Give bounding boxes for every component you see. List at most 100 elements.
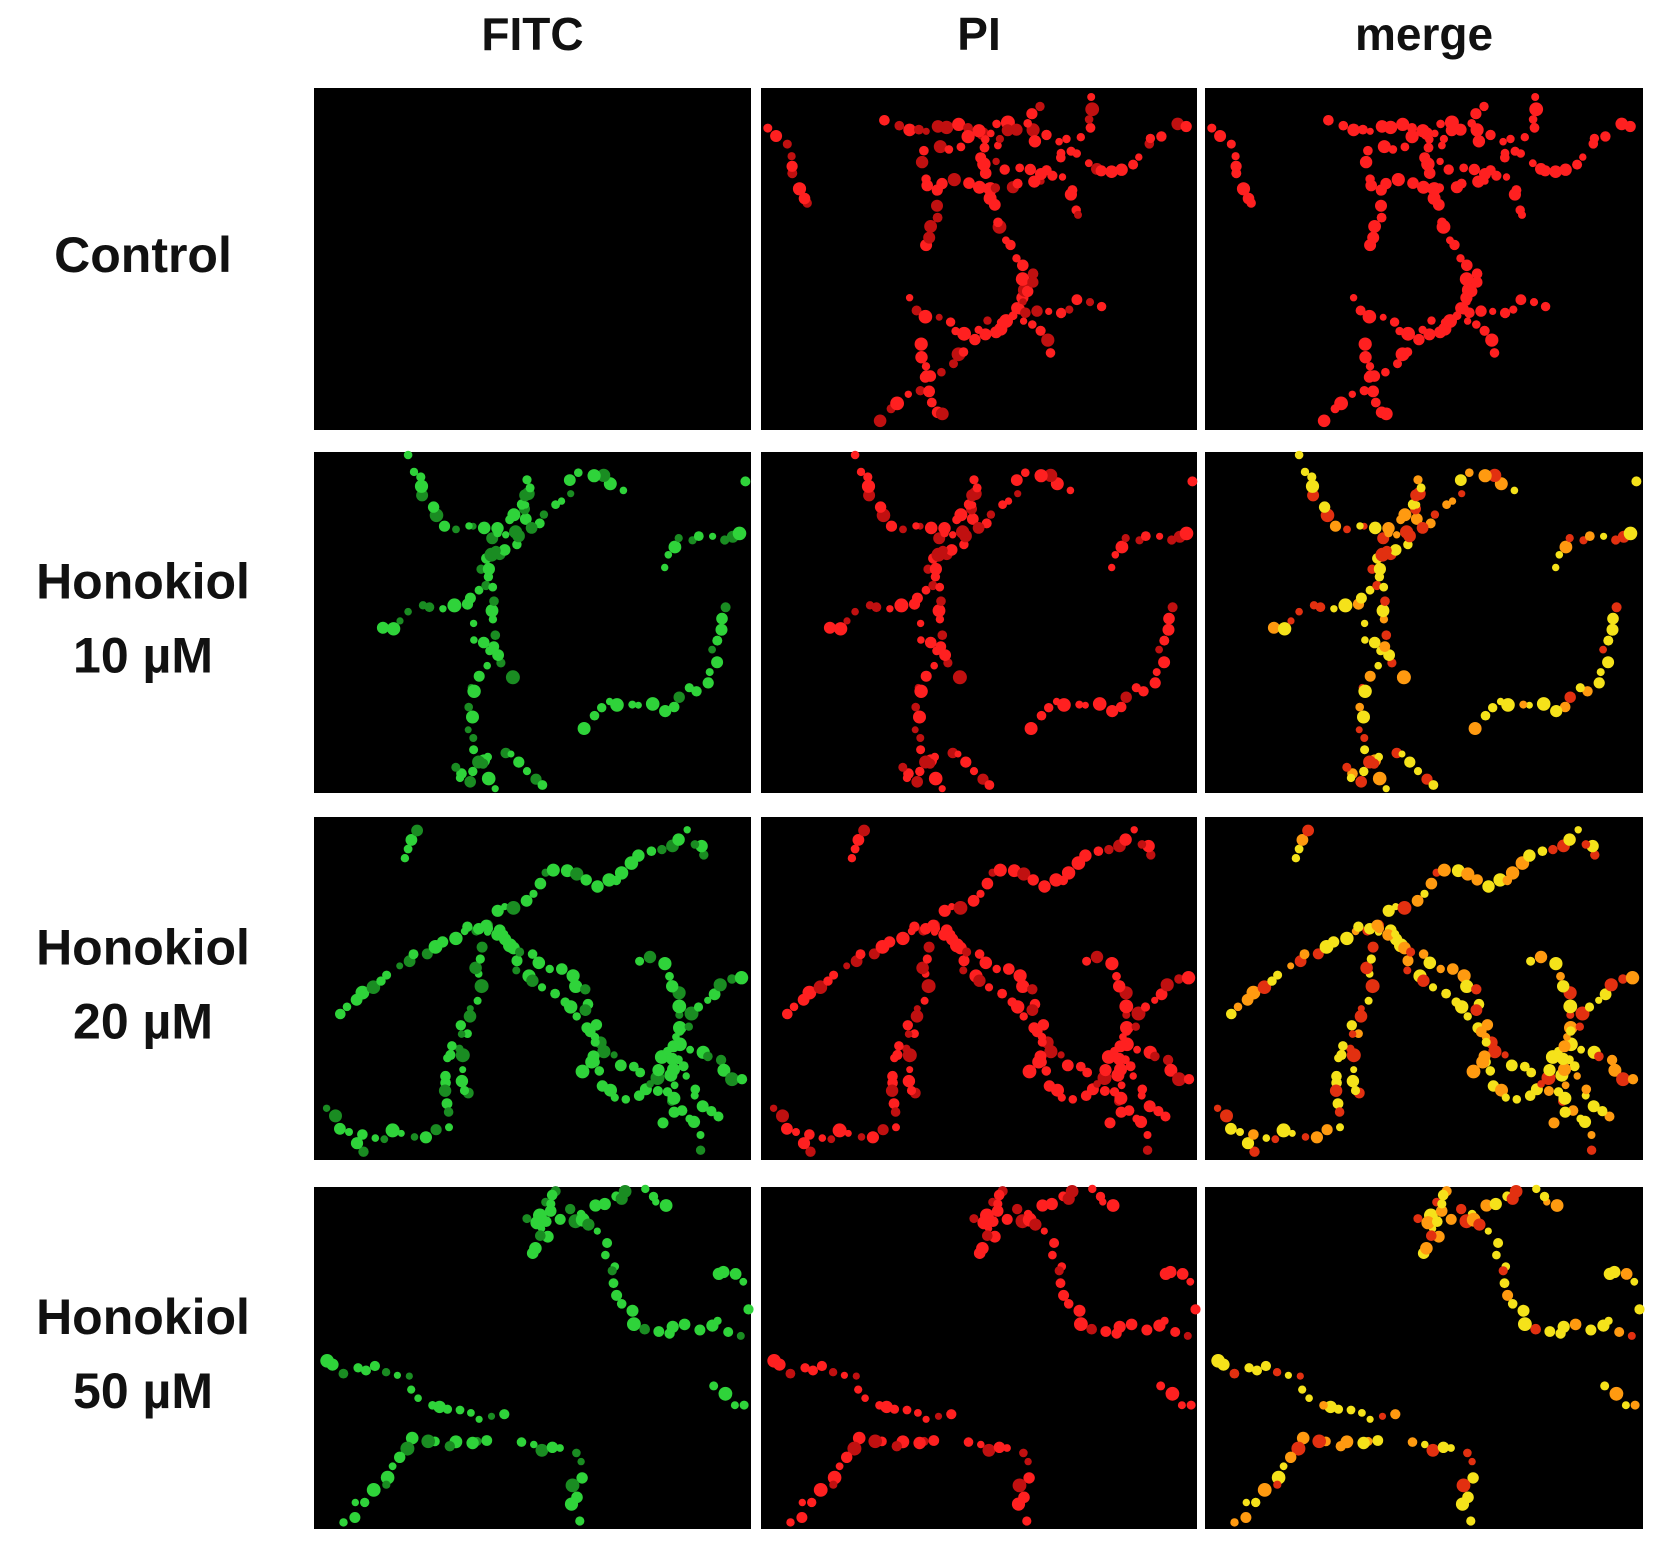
cell (730, 1401, 739, 1410)
cell (1381, 367, 1390, 377)
cell (1507, 1299, 1518, 1309)
cell (691, 686, 702, 697)
cell (1038, 880, 1051, 893)
cell (1019, 1012, 1028, 1021)
panel-background (1205, 88, 1643, 430)
cell (1041, 129, 1052, 141)
cell (743, 1304, 754, 1315)
cell (690, 840, 700, 849)
cell (530, 1216, 544, 1230)
cell (1346, 1405, 1356, 1415)
cell (959, 966, 968, 975)
cell (1252, 1365, 1262, 1376)
cell (668, 540, 682, 554)
cell (1055, 1278, 1066, 1289)
cell (521, 501, 530, 509)
cell (1407, 177, 1419, 189)
cell (1380, 177, 1392, 190)
cell (1267, 976, 1277, 986)
cell (1489, 307, 1497, 315)
cell (1045, 348, 1056, 358)
cell (1054, 1266, 1064, 1276)
cell (954, 508, 968, 522)
cell (534, 518, 545, 529)
cell (1257, 980, 1272, 994)
cell (615, 1192, 628, 1205)
cell (498, 544, 511, 556)
cell (1014, 490, 1022, 498)
cell (466, 710, 479, 724)
cell (911, 592, 923, 604)
cell (1391, 173, 1405, 187)
cell (464, 726, 472, 734)
cell (1302, 824, 1314, 837)
cell (1534, 950, 1548, 964)
cell (1357, 710, 1370, 724)
cell (1445, 124, 1458, 137)
cell (1240, 1512, 1252, 1523)
cell (1455, 1497, 1470, 1511)
cell (589, 710, 600, 721)
cell (861, 1394, 869, 1402)
cell (1496, 697, 1505, 706)
cell (1529, 102, 1544, 117)
cell (894, 1041, 904, 1051)
cell (1432, 1216, 1443, 1227)
cell (334, 1122, 346, 1135)
cell (1616, 1072, 1630, 1087)
cell (464, 702, 473, 712)
cell (1160, 1316, 1169, 1325)
cell (1031, 305, 1043, 317)
cell (1481, 1037, 1491, 1047)
cell (928, 1435, 940, 1446)
cell (1003, 1444, 1011, 1452)
cell (1360, 745, 1370, 755)
cell (566, 969, 580, 983)
cell (611, 1289, 623, 1301)
cell (1543, 1064, 1556, 1077)
cell (1360, 961, 1373, 975)
cell (522, 1214, 532, 1224)
cell (1273, 1480, 1282, 1489)
row-label: 50 µM (73, 1363, 213, 1419)
cell (982, 1443, 996, 1457)
cell (1057, 698, 1071, 712)
cell (491, 904, 504, 917)
cell (1041, 333, 1055, 347)
cell (1082, 956, 1092, 966)
cell (678, 1061, 689, 1072)
cell (921, 174, 931, 184)
cell (890, 1053, 899, 1063)
cell (936, 596, 946, 606)
cell (1366, 127, 1374, 135)
cell (477, 636, 490, 649)
cell (1180, 120, 1192, 133)
cell (931, 199, 943, 212)
cell (1062, 1192, 1075, 1205)
cell (525, 522, 538, 534)
cell (1413, 1214, 1423, 1224)
cell (1557, 1320, 1570, 1333)
cell (715, 1054, 727, 1066)
cell (1499, 137, 1507, 146)
cell (463, 1010, 477, 1023)
cell (932, 604, 946, 618)
cell (382, 970, 392, 980)
cell (858, 824, 870, 837)
cell (684, 683, 694, 693)
cell (921, 979, 936, 994)
cell (481, 1435, 493, 1446)
cell (1463, 1012, 1472, 1021)
cell (1512, 1095, 1522, 1104)
cell (1390, 1409, 1401, 1420)
cell (394, 1451, 406, 1463)
cell (1160, 1111, 1171, 1122)
cell (1627, 1074, 1639, 1085)
cell (674, 534, 683, 543)
cell (1379, 641, 1391, 652)
cell (993, 1199, 1003, 1209)
cell (1600, 131, 1611, 142)
cell (1400, 142, 1410, 152)
cell (1569, 1318, 1582, 1331)
cell (854, 1385, 863, 1394)
